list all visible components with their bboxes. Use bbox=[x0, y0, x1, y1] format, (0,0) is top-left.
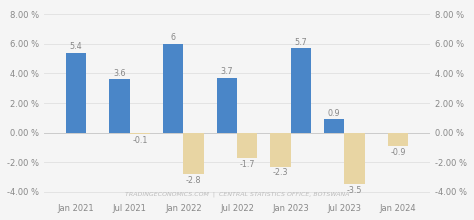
Text: -2.8: -2.8 bbox=[186, 176, 201, 185]
Bar bbox=[163, 44, 183, 133]
Bar bbox=[388, 133, 408, 146]
Bar bbox=[324, 119, 344, 133]
Text: 3.7: 3.7 bbox=[220, 67, 233, 76]
Text: TRADINGECONOMICS.COM  |  CENTRAL STATISTICS OFFICE, BOTSWANA: TRADINGECONOMICS.COM | CENTRAL STATISTIC… bbox=[125, 192, 349, 197]
Text: -0.9: -0.9 bbox=[390, 148, 406, 157]
Text: -1.7: -1.7 bbox=[239, 160, 255, 169]
Text: -3.5: -3.5 bbox=[347, 186, 362, 195]
Bar bbox=[237, 133, 257, 158]
Bar bbox=[66, 53, 86, 133]
Text: 3.6: 3.6 bbox=[113, 69, 126, 78]
Text: -2.3: -2.3 bbox=[273, 169, 288, 178]
Bar bbox=[109, 79, 130, 133]
Bar bbox=[344, 133, 365, 184]
Text: 5.7: 5.7 bbox=[294, 38, 307, 47]
Text: 6: 6 bbox=[171, 33, 176, 42]
Bar bbox=[217, 78, 237, 133]
Bar bbox=[183, 133, 204, 174]
Text: 5.4: 5.4 bbox=[70, 42, 82, 51]
Bar bbox=[291, 48, 311, 133]
Bar bbox=[130, 133, 150, 134]
Text: 0.9: 0.9 bbox=[328, 108, 340, 117]
Text: -0.1: -0.1 bbox=[132, 136, 147, 145]
Bar bbox=[270, 133, 291, 167]
